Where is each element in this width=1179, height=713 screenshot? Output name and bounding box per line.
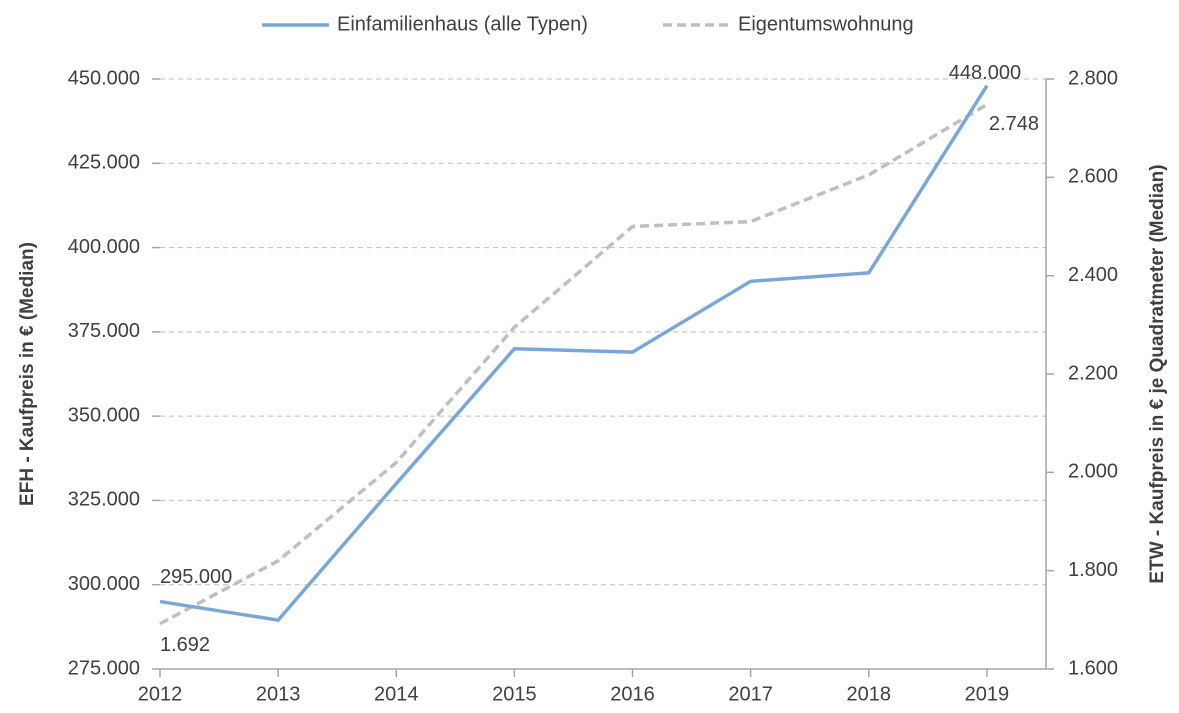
y-tick-label: 325.000 xyxy=(68,489,140,511)
y2-tick-label: 2.800 xyxy=(1068,67,1118,89)
line-series xyxy=(159,103,988,626)
data-label: 448.000 xyxy=(949,62,1021,84)
legend-label: Eigentumswohnung xyxy=(738,13,914,35)
y2-tick-label: 1.600 xyxy=(1068,657,1118,679)
x-tick-label: 2013 xyxy=(256,683,301,705)
y-tick-label: 350.000 xyxy=(68,404,140,426)
y-tick-label: 275.000 xyxy=(68,657,140,679)
data-label: 2.748 xyxy=(989,113,1039,135)
y2-tick-label: 2.200 xyxy=(1068,362,1118,384)
y-tick-label: 450.000 xyxy=(68,67,140,89)
y-tick-label: 375.000 xyxy=(68,320,140,342)
legend-label: Einfamilienhaus (alle Typen) xyxy=(337,13,588,35)
x-tick-label: 2015 xyxy=(492,683,537,705)
y2-axis-title: ETW - Kaufpreis in € je Quadratmeter (Me… xyxy=(1147,164,1168,583)
y-tick-label: 400.000 xyxy=(68,236,140,258)
y2-tick-label: 2.600 xyxy=(1068,166,1118,188)
x-tick-label: 2019 xyxy=(965,683,1010,705)
x-tick-label: 2016 xyxy=(610,683,655,705)
y2-tick-label: 2.400 xyxy=(1068,264,1118,286)
y-tick-label: 300.000 xyxy=(68,573,140,595)
x-tick-label: 2017 xyxy=(728,683,773,705)
x-tick-label: 2014 xyxy=(374,683,419,705)
x-tick-label: 2018 xyxy=(847,683,892,705)
x-tick-label: 2012 xyxy=(138,683,183,705)
y-tick-label: 425.000 xyxy=(68,152,140,174)
line-series xyxy=(159,84,989,622)
y2-tick-label: 2.000 xyxy=(1068,461,1118,483)
y2-tick-label: 1.800 xyxy=(1068,559,1118,581)
data-label: 295.000 xyxy=(160,566,232,588)
y-axis-title: EFH - Kaufpreis in € (Median) xyxy=(17,242,38,506)
data-label: 1.692 xyxy=(160,634,210,656)
